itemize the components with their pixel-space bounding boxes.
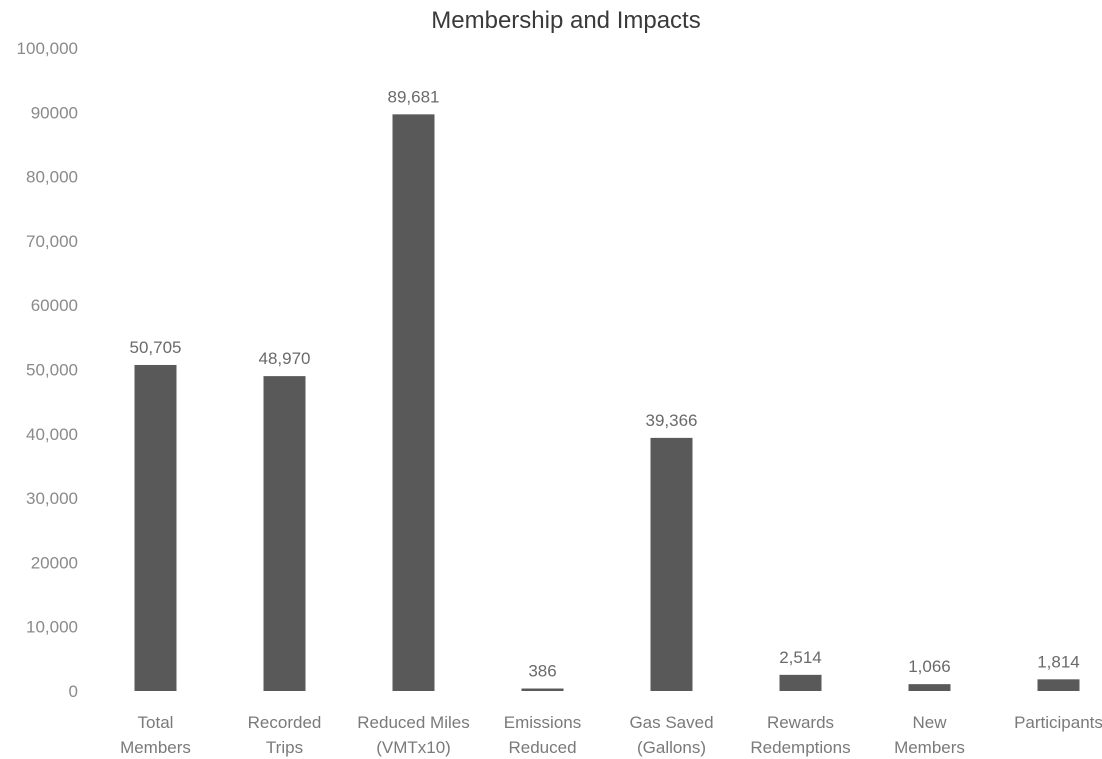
x-category-label: New [912, 713, 947, 732]
data-label: 2,514 [779, 648, 822, 667]
bar [521, 688, 564, 691]
y-tick-label: 30,000 [26, 489, 78, 508]
y-axis: 0 10,000 20000 30,000 40,000 50,000 60000 70,00… [17, 39, 78, 701]
x-category-label: Trips [266, 738, 303, 757]
x-category-label: Members [894, 738, 965, 757]
data-label: 1,814 [1037, 652, 1080, 671]
data-label: 89,681 [388, 87, 440, 106]
x-category-label: Rewards [767, 713, 834, 732]
bars-group [134, 114, 1080, 691]
x-category-label: Recorded [248, 713, 322, 732]
x-category-label: Emissions [504, 713, 581, 732]
x-category-label: Gas Saved [629, 713, 713, 732]
x-category-label: Participants [1014, 713, 1102, 732]
y-tick-label: 80,000 [26, 168, 78, 187]
data-label: 39,366 [646, 411, 698, 430]
x-category-label: Members [120, 738, 191, 757]
y-tick-label: 50,000 [26, 361, 78, 380]
bar [779, 674, 822, 691]
x-category-label: Reduced Miles [357, 713, 469, 732]
x-category-label: (Gallons) [637, 738, 706, 757]
bar [1037, 679, 1080, 691]
x-category-label: (VMTx10) [376, 738, 451, 757]
x-axis: Total Members Recorded Trips Reduced Miles (V… [120, 713, 1102, 757]
y-tick-label: 70,000 [26, 232, 78, 251]
bar [650, 437, 693, 691]
data-label: 48,970 [259, 349, 311, 368]
data-label: 386 [528, 662, 556, 681]
bar [908, 684, 951, 691]
data-label: 50,705 [130, 338, 182, 357]
y-tick-label: 40,000 [26, 425, 78, 444]
y-tick-label: 100,000 [17, 39, 78, 58]
x-category-label: Total [138, 713, 174, 732]
bar [263, 376, 306, 691]
y-tick-label: 90000 [31, 103, 78, 122]
y-tick-label: 20000 [31, 553, 78, 572]
y-tick-label: 10,000 [26, 618, 78, 637]
x-category-label: Redemptions [750, 738, 850, 757]
data-label: 1,066 [908, 657, 951, 676]
y-tick-label: 0 [69, 682, 78, 701]
x-category-label: Reduced [508, 738, 576, 757]
chart-title: Membership and Impacts [431, 7, 700, 34]
data-labels-group: 50,705 48,970 89,681 386 39,366 2,514 1,066 1,8… [130, 87, 1080, 680]
bar [392, 114, 435, 691]
y-tick-label: 60000 [31, 296, 78, 315]
bar [134, 364, 177, 691]
